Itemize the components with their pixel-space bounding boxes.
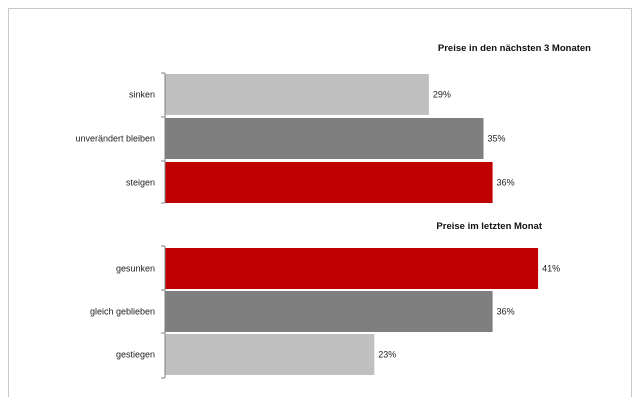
group-title-0: Preise in den nächsten 3 Monaten — [438, 43, 591, 54]
bar-1-2 — [165, 334, 375, 375]
bar-0-2 — [165, 162, 493, 203]
category-label-0-1: unverändert bleiben — [75, 134, 155, 144]
category-label-1-2: gestiegen — [116, 350, 155, 360]
value-label-0-1: 35% — [488, 134, 506, 144]
value-label-1-1: 36% — [497, 307, 515, 317]
bar-1-0 — [165, 248, 539, 289]
value-label-0-0: 29% — [433, 90, 451, 100]
group-title-1: Preise im letzten Monat — [436, 221, 542, 232]
bar-1-1 — [165, 291, 493, 332]
value-label-0-2: 36% — [497, 178, 515, 188]
category-label-0-2: steigen — [126, 178, 155, 188]
bar-0-0 — [165, 74, 429, 115]
bar-0-1 — [165, 118, 484, 159]
category-label-1-0: gesunken — [116, 264, 155, 274]
value-label-1-0: 41% — [542, 264, 560, 274]
category-label-0-0: sinken — [129, 90, 155, 100]
value-label-1-2: 23% — [378, 350, 396, 360]
category-label-1-1: gleich geblieben — [90, 307, 155, 317]
